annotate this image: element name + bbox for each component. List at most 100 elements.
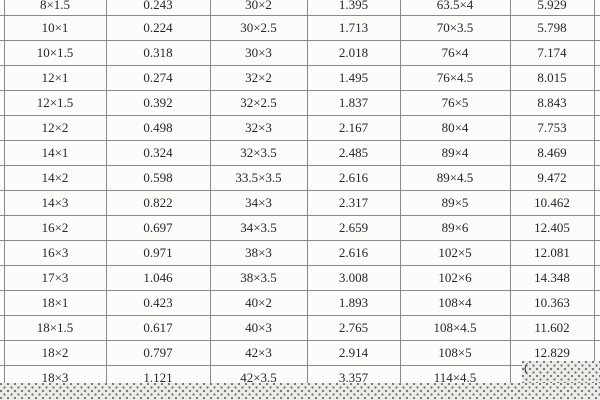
spec-table-body: 8×1.5 0.243 30×2 1.395 63.5×4 5.929 10×1 0.224 3… — [0, 0, 600, 391]
table-cell: 89×4.5 — [399, 165, 511, 191]
table-cell: 17×3 — [3, 265, 107, 291]
table-cell: 10×1 — [3, 15, 107, 41]
table-cell: 1.395 — [306, 0, 401, 16]
table-cell: 0.224 — [105, 15, 211, 41]
table-row: 10×1.5 0.318 30×3 2.018 76×4 7.174 — [0, 40, 600, 66]
dither-overlay-bottom — [0, 383, 600, 400]
table-cell: 1.837 — [306, 90, 401, 116]
cropped-edge-cell — [593, 240, 600, 266]
table-cell: 76×5 — [399, 90, 511, 116]
table-cell: 42×3 — [209, 340, 308, 366]
table-cell: 8.843 — [509, 90, 595, 116]
table-cell: 1.893 — [306, 290, 401, 316]
table-cell: 1.046 — [105, 265, 211, 291]
table-cell: 70×3.5 — [399, 15, 511, 41]
cropped-edge-cell — [593, 90, 600, 116]
table-cell: 8.015 — [509, 65, 595, 91]
table-cell: 40×2 — [209, 290, 308, 316]
table-cell: 7.174 — [509, 40, 595, 66]
cropped-edge-cell — [593, 15, 600, 41]
table-cell: 40×3 — [209, 315, 308, 341]
table-cell: 2.659 — [306, 215, 401, 241]
table-cell: 108×4 — [399, 290, 511, 316]
table-cell: 38×3 — [209, 240, 308, 266]
table-cell: 18×1 — [3, 290, 107, 316]
table-row: 18×2 0.797 42×3 2.914 108×5 12.829 — [0, 340, 600, 366]
table-cell: 1.713 — [306, 15, 401, 41]
table-cell: 14×3 — [3, 190, 107, 216]
table-cell: 0.498 — [105, 115, 211, 141]
table-cell: 16×2 — [3, 215, 107, 241]
table-cell: 0.697 — [105, 215, 211, 241]
table-cell: 2.914 — [306, 340, 401, 366]
table-row: 14×2 0.598 33.5×3.5 2.616 89×4.5 9.472 — [0, 165, 600, 191]
table-cell: 0.392 — [105, 90, 211, 116]
table-cell: 34×3 — [209, 190, 308, 216]
table-cell: 76×4.5 — [399, 65, 511, 91]
cropped-edge-cell — [593, 315, 600, 341]
table-cell: 3.008 — [306, 265, 401, 291]
table-cell: 33.5×3.5 — [209, 165, 308, 191]
table-cell: 2.018 — [306, 40, 401, 66]
table-cell: 10.462 — [509, 190, 595, 216]
table-cell: 102×5 — [399, 240, 511, 266]
table-cell: 11.602 — [509, 315, 595, 341]
table-cell: 9.472 — [509, 165, 595, 191]
table-cell: 0.274 — [105, 65, 211, 91]
table-row: 14×1 0.324 32×3.5 2.485 89×4 8.469 — [0, 140, 600, 166]
table-cell: 0.971 — [105, 240, 211, 266]
table-cell: 89×5 — [399, 190, 511, 216]
table-cell: 8.469 — [509, 140, 595, 166]
table-cell: 0.243 — [105, 0, 211, 16]
table-cell: 10.363 — [509, 290, 595, 316]
table-row: 10×1 0.224 30×2.5 1.713 70×3.5 5.798 — [0, 15, 600, 41]
table-cell: 2.317 — [306, 190, 401, 216]
table-cell: 10×1.5 — [3, 40, 107, 66]
table-cell: 14×1 — [3, 140, 107, 166]
table-cell: 80×4 — [399, 115, 511, 141]
table-cell: 30×2 — [209, 0, 308, 16]
table-cell: 16×3 — [3, 240, 107, 266]
cropped-edge-cell — [593, 215, 600, 241]
table-cell: 12.405 — [509, 215, 595, 241]
table-cell: 12×2 — [3, 115, 107, 141]
table-cell: 0.423 — [105, 290, 211, 316]
table-cell: 5.929 — [509, 0, 595, 16]
table-row: 16×3 0.971 38×3 2.616 102×5 12.081 — [0, 240, 600, 266]
table-cell: 89×4 — [399, 140, 511, 166]
table-row: 12×1.5 0.392 32×2.5 1.837 76×5 8.843 — [0, 90, 600, 116]
table-cell: 108×5 — [399, 340, 511, 366]
table-cell: 12×1.5 — [3, 90, 107, 116]
table-cell: 32×2.5 — [209, 90, 308, 116]
table-cell: 0.598 — [105, 165, 211, 191]
cropped-edge-cell — [593, 40, 600, 66]
table-cell: 34×3.5 — [209, 215, 308, 241]
table-cell: 38×3.5 — [209, 265, 308, 291]
table-row: 18×1 0.423 40×2 1.893 108×4 10.363 — [0, 290, 600, 316]
table-cell: 5.798 — [509, 15, 595, 41]
spec-table: 8×1.5 0.243 30×2 1.395 63.5×4 5.929 10×1 0.224 3… — [0, 0, 600, 391]
obscured-cell-glyph: ( — [524, 360, 529, 375]
table-cell: 1.495 — [306, 65, 401, 91]
table-cell: 0.617 — [105, 315, 211, 341]
table-cell: 2.485 — [306, 140, 401, 166]
table-row: 12×1 0.274 32×2 1.495 76×4.5 8.015 — [0, 65, 600, 91]
cropped-edge-cell — [593, 140, 600, 166]
cropped-edge-cell — [593, 265, 600, 291]
table-cell: 0.797 — [105, 340, 211, 366]
table-cell: 14×2 — [3, 165, 107, 191]
table-row: 12×2 0.498 32×3 2.167 80×4 7.753 — [0, 115, 600, 141]
cropped-edge-cell — [593, 0, 600, 16]
table-cell: 32×3 — [209, 115, 308, 141]
table-row: 16×2 0.697 34×3.5 2.659 89×6 12.405 — [0, 215, 600, 241]
table-cell: 32×3.5 — [209, 140, 308, 166]
table-cell: 12.081 — [509, 240, 595, 266]
table-row: 8×1.5 0.243 30×2 1.395 63.5×4 5.929 — [0, 0, 600, 16]
table-cell: 108×4.5 — [399, 315, 511, 341]
table-row: 18×1.5 0.617 40×3 2.765 108×4.5 11.602 — [0, 315, 600, 341]
table-cell: 30×2.5 — [209, 15, 308, 41]
table-cell: 0.318 — [105, 40, 211, 66]
table-cell: 2.616 — [306, 240, 401, 266]
cropped-edge-cell — [593, 290, 600, 316]
table-cell: 63.5×4 — [399, 0, 511, 16]
